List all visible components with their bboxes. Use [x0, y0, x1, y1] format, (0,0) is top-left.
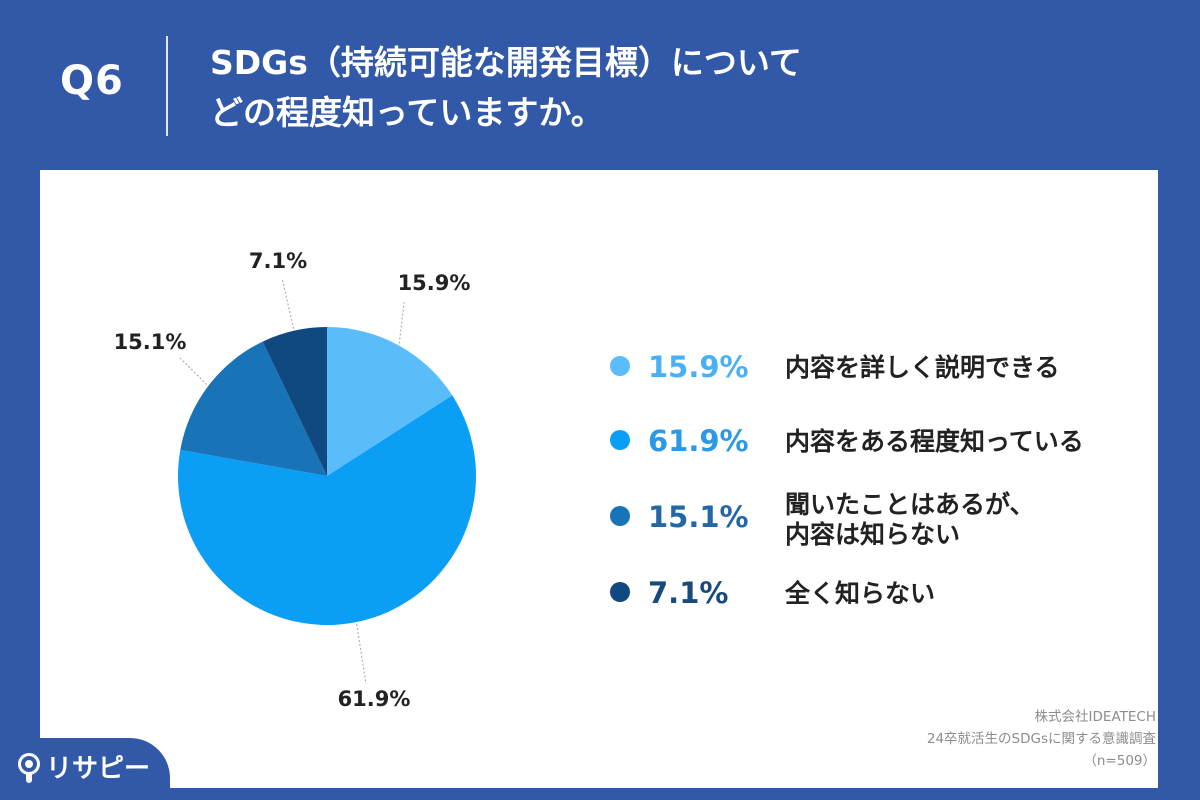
legend-percent: 61.9%	[648, 424, 749, 458]
pie-slice	[327, 326, 453, 476]
legend-swatch	[610, 506, 630, 526]
question-header: Q6 SDGs（持続可能な開発目標）について どの程度知っていますか。	[0, 0, 1200, 170]
brand-logo: リサピー	[46, 754, 151, 784]
slice-data-label: 15.9%	[398, 271, 471, 295]
slice-data-label: 7.1%	[249, 249, 307, 273]
source-sample-size: （n=509）	[1083, 753, 1156, 769]
question-number: Q6	[60, 58, 124, 104]
pin-stem	[26, 773, 32, 783]
leader-line	[356, 624, 367, 685]
legend-swatch	[610, 356, 630, 376]
legend-percent: 7.1%	[648, 576, 728, 610]
legend-percent: 15.9%	[648, 350, 749, 384]
source-company: 株式会社IDEATECH	[1034, 709, 1156, 725]
pie-slice	[262, 326, 327, 476]
slice-data-label: 15.1%	[114, 330, 187, 354]
pie-slice	[180, 341, 327, 476]
legend-label: 聞いたことはあるが、内容は知らない	[785, 490, 1035, 549]
source-survey-name: 24卒就活生のSDGsに関する意識調査	[926, 731, 1156, 747]
leader-line	[398, 301, 405, 344]
header-divider	[166, 36, 168, 136]
pin-icon	[18, 753, 40, 775]
legend-swatch	[610, 430, 630, 450]
question-line-1: SDGs（持続可能な開発目標）について	[210, 43, 802, 82]
slice-data-label: 61.9%	[338, 687, 411, 711]
survey-source: 株式会社IDEATECH 24卒就活生のSDGsに関する意識調査 （n=509）	[756, 706, 1156, 772]
legend-label: 内容を詳しく説明できる	[785, 353, 1060, 382]
legend-swatch	[610, 582, 630, 602]
pie-slice	[178, 395, 477, 625]
leader-line	[281, 277, 295, 329]
question-text: SDGs（持続可能な開発目標）について どの程度知っていますか。	[210, 38, 1170, 138]
question-line-2: どの程度知っていますか。	[210, 93, 604, 132]
legend-percent: 15.1%	[648, 500, 749, 534]
leader-line	[179, 357, 208, 386]
legend-label: 内容をある程度知っている	[785, 427, 1084, 456]
legend-label: 全く知らない	[784, 579, 935, 608]
